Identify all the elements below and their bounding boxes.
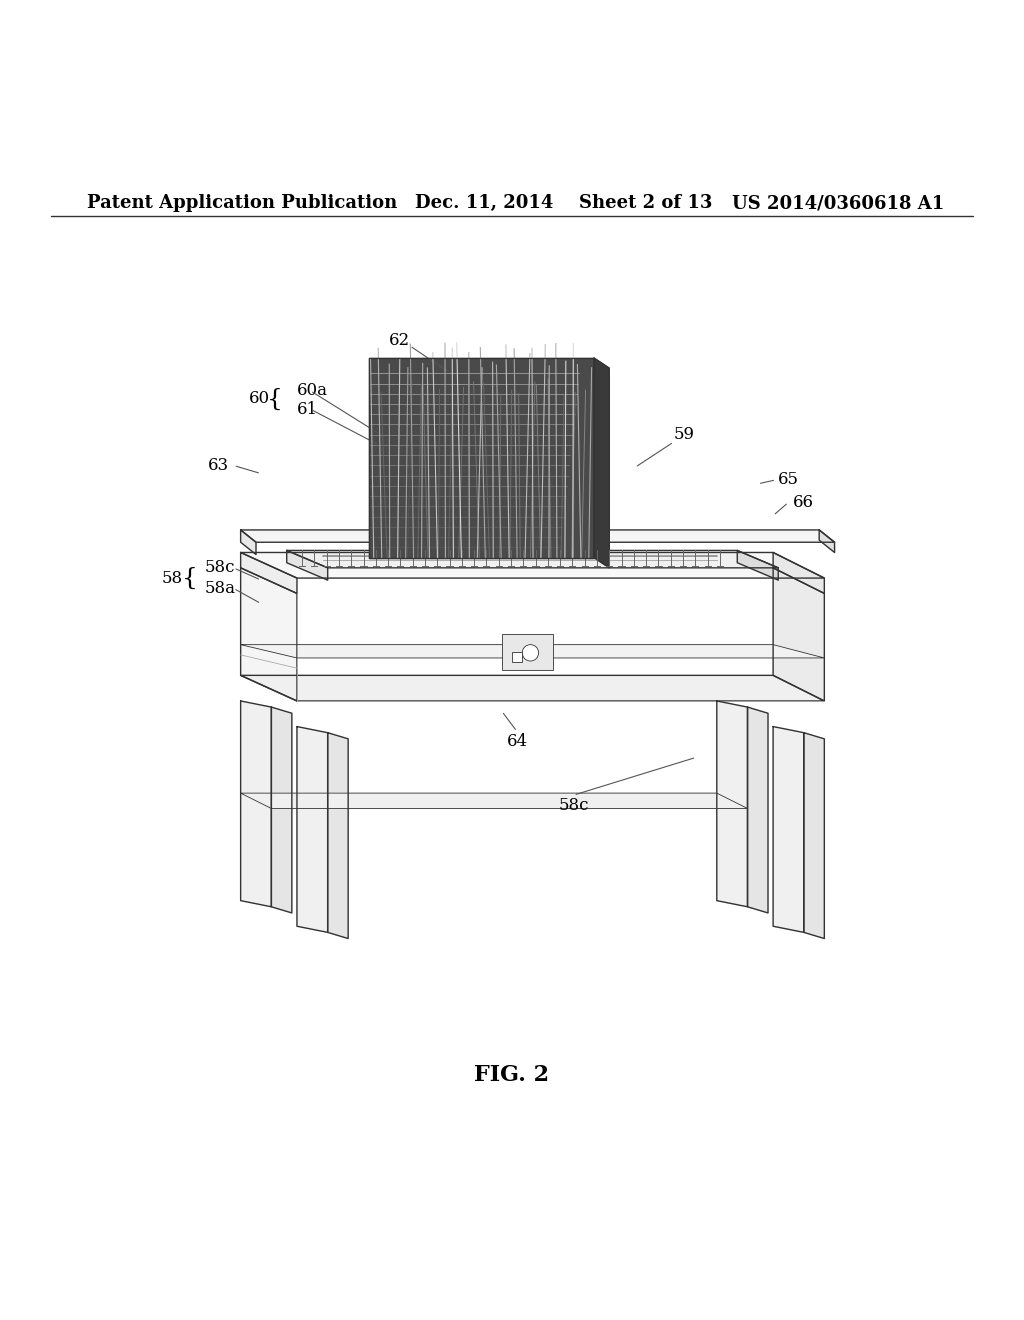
- Polygon shape: [241, 553, 824, 578]
- Polygon shape: [737, 550, 778, 579]
- Polygon shape: [328, 733, 348, 939]
- Text: 66: 66: [794, 494, 814, 511]
- Text: 58c: 58c: [205, 560, 236, 577]
- Polygon shape: [717, 701, 748, 907]
- Text: {: {: [266, 387, 283, 411]
- Polygon shape: [241, 529, 835, 543]
- Polygon shape: [773, 553, 824, 594]
- Polygon shape: [287, 550, 778, 568]
- Polygon shape: [773, 726, 804, 932]
- Polygon shape: [369, 358, 594, 557]
- Text: 62: 62: [389, 333, 410, 348]
- Polygon shape: [748, 708, 768, 913]
- Polygon shape: [241, 644, 824, 657]
- Text: 64: 64: [507, 734, 527, 750]
- Polygon shape: [241, 701, 271, 907]
- Polygon shape: [241, 676, 824, 701]
- Text: 60a: 60a: [297, 383, 328, 399]
- Text: 65: 65: [778, 471, 799, 488]
- Polygon shape: [271, 708, 292, 913]
- Text: 63: 63: [208, 457, 228, 474]
- Text: Dec. 11, 2014: Dec. 11, 2014: [415, 194, 553, 213]
- Polygon shape: [241, 793, 748, 808]
- Polygon shape: [287, 550, 328, 579]
- Text: 58: 58: [162, 570, 182, 586]
- Polygon shape: [241, 553, 297, 594]
- Text: Sheet 2 of 13: Sheet 2 of 13: [579, 194, 712, 213]
- Polygon shape: [241, 568, 297, 701]
- Text: 61: 61: [297, 401, 318, 417]
- Polygon shape: [773, 568, 824, 701]
- Bar: [502, 635, 553, 671]
- Text: FIG. 2: FIG. 2: [474, 1064, 550, 1086]
- Text: 58c: 58c: [558, 797, 589, 814]
- Circle shape: [522, 644, 539, 661]
- Text: 59: 59: [674, 426, 694, 444]
- Bar: [512, 652, 522, 663]
- Polygon shape: [297, 726, 328, 932]
- Text: US 2014/0360618 A1: US 2014/0360618 A1: [732, 194, 944, 213]
- Text: Patent Application Publication: Patent Application Publication: [87, 194, 397, 213]
- Text: {: {: [181, 566, 198, 590]
- Text: 60: 60: [249, 391, 269, 408]
- Polygon shape: [241, 529, 256, 554]
- Polygon shape: [819, 529, 835, 553]
- Polygon shape: [804, 733, 824, 939]
- Polygon shape: [594, 358, 609, 568]
- Text: 58a: 58a: [205, 579, 236, 597]
